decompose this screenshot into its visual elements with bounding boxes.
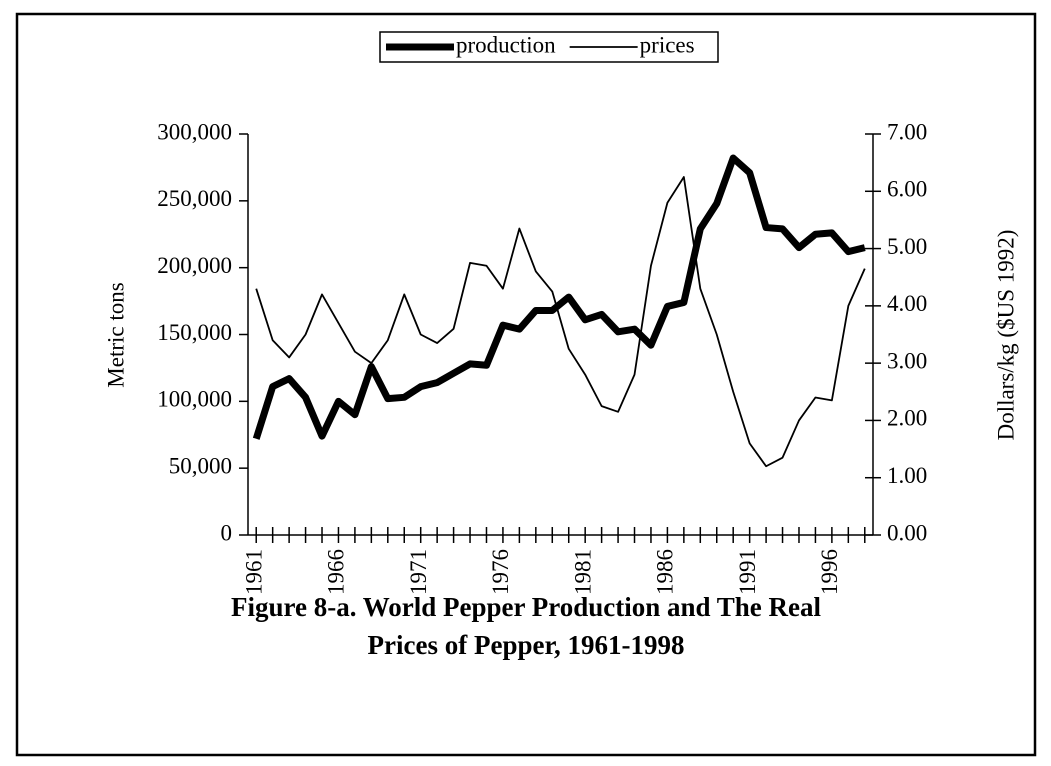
y-axis-label: Metric tons bbox=[103, 282, 128, 387]
x-tick-label: 1976 bbox=[488, 549, 513, 595]
line-series bbox=[255, 176, 866, 468]
chart-title: Figure 8-a. World Pepper Production and … bbox=[231, 592, 822, 622]
x-tick-label: 1991 bbox=[735, 549, 760, 595]
legend-label: production bbox=[456, 32, 556, 57]
frame bbox=[15, 12, 1037, 757]
y2-tick-label: 0.00 bbox=[887, 520, 927, 545]
y-tick-label: 100,000 bbox=[157, 387, 232, 412]
y2-tick-label: 2.00 bbox=[887, 406, 927, 431]
y2-tick-label: 3.00 bbox=[887, 348, 927, 373]
line-series bbox=[252, 154, 866, 440]
y-tick-label: 300,000 bbox=[157, 119, 232, 144]
y2-tick-label: 1.00 bbox=[887, 463, 927, 488]
x-tick-label: 1961 bbox=[242, 549, 267, 595]
y-tick-label: 150,000 bbox=[157, 320, 232, 345]
legend-box bbox=[379, 31, 719, 63]
y-tick-label: 0 bbox=[221, 520, 233, 545]
y2-tick-label: 5.00 bbox=[887, 234, 927, 259]
y-tick-label: 250,000 bbox=[157, 186, 232, 211]
x-tick-label: 1971 bbox=[406, 549, 431, 595]
chart-title: Prices of Pepper, 1961-1998 bbox=[368, 630, 685, 660]
legend-label: prices bbox=[640, 32, 695, 57]
x-tick-label: 1966 bbox=[324, 549, 349, 595]
y2-tick-label: 7.00 bbox=[887, 119, 927, 144]
y2-tick-label: 4.00 bbox=[887, 291, 927, 316]
x-tick-label: 1986 bbox=[653, 549, 678, 595]
y-tick-label: 200,000 bbox=[157, 253, 232, 278]
y2-tick-label: 6.00 bbox=[887, 177, 927, 202]
x-tick-label: 1996 bbox=[817, 549, 842, 595]
y2-axis-label: Dollars/kg ($US 1992) bbox=[993, 230, 1018, 441]
y-tick-label: 50,000 bbox=[169, 453, 232, 478]
x-tick-label: 1981 bbox=[570, 549, 595, 595]
